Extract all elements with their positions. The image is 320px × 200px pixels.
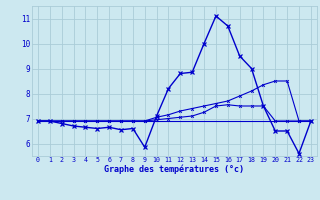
- X-axis label: Graphe des températures (°c): Graphe des températures (°c): [104, 165, 244, 174]
